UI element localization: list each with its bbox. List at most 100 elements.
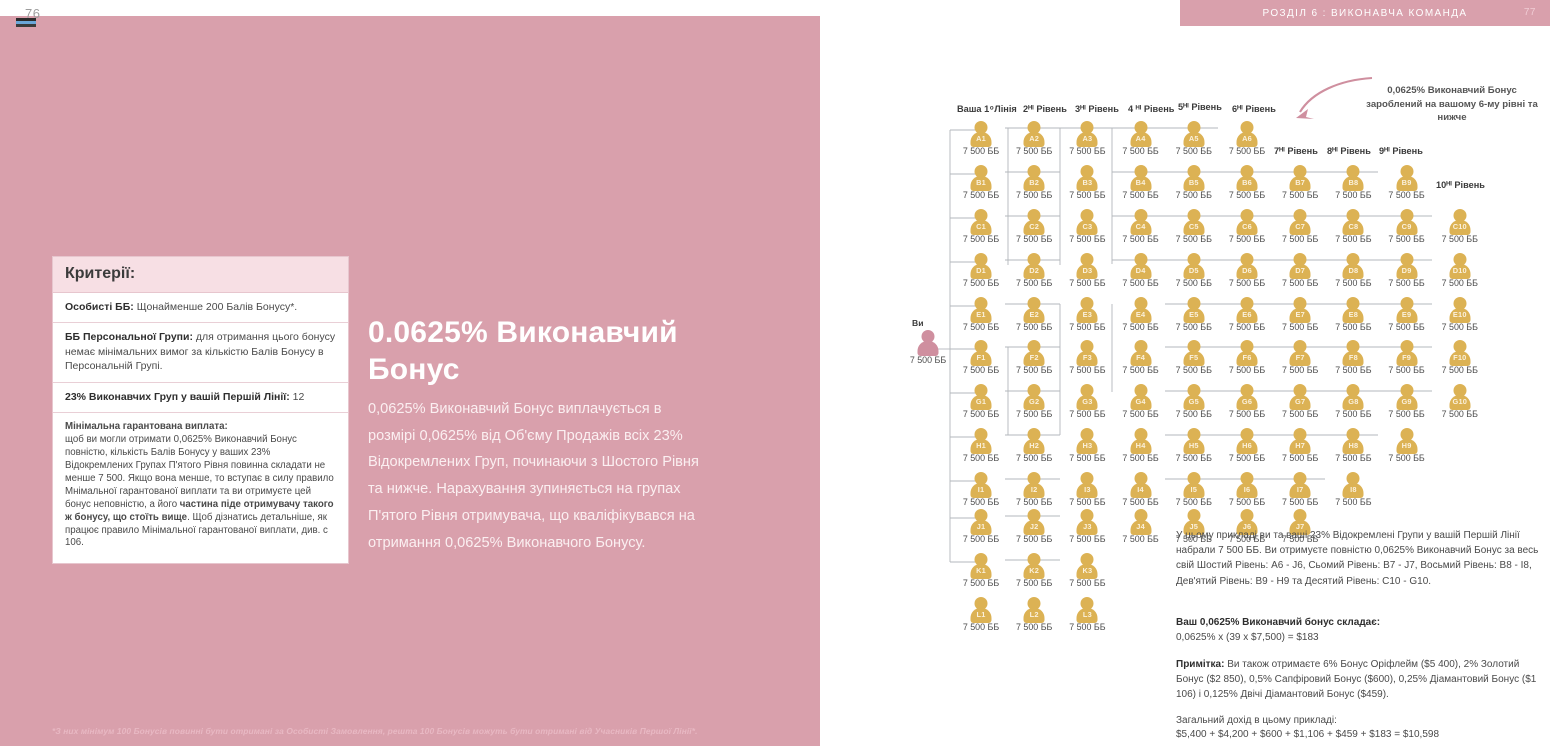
node-C3[interactable]: C3 7 500 ББ bbox=[1059, 209, 1115, 244]
node-H3[interactable]: H3 7 500 ББ bbox=[1059, 428, 1115, 463]
node-C5[interactable]: C5 7 500 ББ bbox=[1166, 209, 1222, 244]
node-C4[interactable]: C4 7 500 ББ bbox=[1113, 209, 1169, 244]
node-I7[interactable]: I7 7 500 ББ bbox=[1272, 472, 1328, 507]
node-D9[interactable]: D9 7 500 ББ bbox=[1379, 253, 1435, 288]
node-G3[interactable]: G3 7 500 ББ bbox=[1059, 384, 1115, 419]
node-C9[interactable]: C9 7 500 ББ bbox=[1379, 209, 1435, 244]
node-H5[interactable]: H5 7 500 ББ bbox=[1166, 428, 1222, 463]
node-F1[interactable]: F1 7 500 ББ bbox=[953, 340, 1009, 375]
node-G2[interactable]: G2 7 500 ББ bbox=[1006, 384, 1062, 419]
node-B8[interactable]: B8 7 500 ББ bbox=[1325, 165, 1381, 200]
node-B2[interactable]: B2 7 500 ББ bbox=[1006, 165, 1062, 200]
node-E7[interactable]: E7 7 500 ББ bbox=[1272, 297, 1328, 332]
node-D6[interactable]: D6 7 500 ББ bbox=[1219, 253, 1275, 288]
node-J6[interactable]: J6 7 500 ББ bbox=[1219, 509, 1275, 544]
node-A3[interactable]: A3 7 500 ББ bbox=[1059, 121, 1115, 156]
node-I3[interactable]: I3 7 500 ББ bbox=[1059, 472, 1115, 507]
node-K2[interactable]: K2 7 500 ББ bbox=[1006, 553, 1062, 588]
node-E6[interactable]: E6 7 500 ББ bbox=[1219, 297, 1275, 332]
node-E9[interactable]: E9 7 500 ББ bbox=[1379, 297, 1435, 332]
node-B4[interactable]: B4 7 500 ББ bbox=[1113, 165, 1169, 200]
node-J4[interactable]: J4 7 500 ББ bbox=[1113, 509, 1169, 544]
node-E2[interactable]: E2 7 500 ББ bbox=[1006, 297, 1062, 332]
node-I8[interactable]: I8 7 500 ББ bbox=[1325, 472, 1381, 507]
node-E8[interactable]: E8 7 500 ББ bbox=[1325, 297, 1381, 332]
node-F6[interactable]: F6 7 500 ББ bbox=[1219, 340, 1275, 375]
node-J7[interactable]: J7 7 500 ББ bbox=[1272, 509, 1328, 544]
node-B6[interactable]: B6 7 500 ББ bbox=[1219, 165, 1275, 200]
node-I6[interactable]: I6 7 500 ББ bbox=[1219, 472, 1275, 507]
node-C7[interactable]: C7 7 500 ББ bbox=[1272, 209, 1328, 244]
node-bb-value: 7 500 ББ bbox=[962, 365, 1000, 375]
node-L3[interactable]: L3 7 500 ББ bbox=[1059, 597, 1115, 632]
node-D1[interactable]: D1 7 500 ББ bbox=[953, 253, 1009, 288]
node-J2[interactable]: J2 7 500 ББ bbox=[1006, 509, 1062, 544]
person-icon bbox=[1379, 428, 1435, 454]
node-D10[interactable]: D10 7 500 ББ bbox=[1432, 253, 1488, 288]
node-H9[interactable]: H9 7 500 ББ bbox=[1379, 428, 1435, 463]
node-C6[interactable]: C6 7 500 ББ bbox=[1219, 209, 1275, 244]
node-I4[interactable]: I4 7 500 ББ bbox=[1113, 472, 1169, 507]
node-D5[interactable]: D5 7 500 ББ bbox=[1166, 253, 1222, 288]
node-you[interactable]: 7 500 ББ bbox=[900, 330, 956, 365]
node-H8[interactable]: H8 7 500 ББ bbox=[1325, 428, 1381, 463]
node-F2[interactable]: F2 7 500 ББ bbox=[1006, 340, 1062, 375]
node-H6[interactable]: H6 7 500 ББ bbox=[1219, 428, 1275, 463]
node-bb-value: 7 500 ББ bbox=[1441, 234, 1478, 244]
node-F5[interactable]: F5 7 500 ББ bbox=[1166, 340, 1222, 375]
node-A6[interactable]: A6 7 500 ББ bbox=[1219, 121, 1275, 156]
node-D3[interactable]: D3 7 500 ББ bbox=[1059, 253, 1115, 288]
node-H4[interactable]: H4 7 500 ББ bbox=[1113, 428, 1169, 463]
node-F9[interactable]: F9 7 500 ББ bbox=[1379, 340, 1435, 375]
node-G9[interactable]: G9 7 500 ББ bbox=[1379, 384, 1435, 419]
node-F7[interactable]: F7 7 500 ББ bbox=[1272, 340, 1328, 375]
node-F10[interactable]: F10 7 500 ББ bbox=[1432, 340, 1488, 375]
node-B3[interactable]: B3 7 500 ББ bbox=[1059, 165, 1115, 200]
node-J1[interactable]: J1 7 500 ББ bbox=[953, 509, 1009, 544]
node-I1[interactable]: I1 7 500 ББ bbox=[953, 472, 1009, 507]
node-F4[interactable]: F4 7 500 ББ bbox=[1113, 340, 1169, 375]
person-icon bbox=[1272, 509, 1328, 535]
node-H7[interactable]: H7 7 500 ББ bbox=[1272, 428, 1328, 463]
node-J5[interactable]: J5 7 500 ББ bbox=[1166, 509, 1222, 544]
node-B7[interactable]: B7 7 500 ББ bbox=[1272, 165, 1328, 200]
node-B1[interactable]: B1 7 500 ББ bbox=[953, 165, 1009, 200]
node-E5[interactable]: E5 7 500 ББ bbox=[1166, 297, 1222, 332]
node-D4[interactable]: D4 7 500 ББ bbox=[1113, 253, 1169, 288]
node-C8[interactable]: C8 7 500 ББ bbox=[1325, 209, 1381, 244]
node-C2[interactable]: C2 7 500 ББ bbox=[1006, 209, 1062, 244]
node-B9[interactable]: B9 7 500 ББ bbox=[1379, 165, 1435, 200]
node-A1[interactable]: A1 7 500 ББ bbox=[953, 121, 1009, 156]
node-G5[interactable]: G5 7 500 ББ bbox=[1166, 384, 1222, 419]
node-I5[interactable]: I5 7 500 ББ bbox=[1166, 472, 1222, 507]
node-H2[interactable]: H2 7 500 ББ bbox=[1006, 428, 1062, 463]
node-L2[interactable]: L2 7 500 ББ bbox=[1006, 597, 1062, 632]
node-H1[interactable]: H1 7 500 ББ bbox=[953, 428, 1009, 463]
node-D2[interactable]: D2 7 500 ББ bbox=[1006, 253, 1062, 288]
node-E1[interactable]: E1 7 500 ББ bbox=[953, 297, 1009, 332]
node-F8[interactable]: F8 7 500 ББ bbox=[1325, 340, 1381, 375]
node-G10[interactable]: G10 7 500 ББ bbox=[1432, 384, 1488, 419]
node-G4[interactable]: G4 7 500 ББ bbox=[1113, 384, 1169, 419]
node-E4[interactable]: E4 7 500 ББ bbox=[1113, 297, 1169, 332]
node-A4[interactable]: A4 7 500 ББ bbox=[1113, 121, 1169, 156]
node-G1[interactable]: G1 7 500 ББ bbox=[953, 384, 1009, 419]
node-G7[interactable]: G7 7 500 ББ bbox=[1272, 384, 1328, 419]
node-E10[interactable]: E10 7 500 ББ bbox=[1432, 297, 1488, 332]
node-I2[interactable]: I2 7 500 ББ bbox=[1006, 472, 1062, 507]
node-K3[interactable]: K3 7 500 ББ bbox=[1059, 553, 1115, 588]
node-B5[interactable]: B5 7 500 ББ bbox=[1166, 165, 1222, 200]
node-A2[interactable]: A2 7 500 ББ bbox=[1006, 121, 1062, 156]
node-L1[interactable]: L1 7 500 ББ bbox=[953, 597, 1009, 632]
node-C1[interactable]: C1 7 500 ББ bbox=[953, 209, 1009, 244]
node-K1[interactable]: K1 7 500 ББ bbox=[953, 553, 1009, 588]
node-C10[interactable]: C10 7 500 ББ bbox=[1432, 209, 1488, 244]
node-E3[interactable]: E3 7 500 ББ bbox=[1059, 297, 1115, 332]
node-G8[interactable]: G8 7 500 ББ bbox=[1325, 384, 1381, 419]
node-D8[interactable]: D8 7 500 ББ bbox=[1325, 253, 1381, 288]
node-F3[interactable]: F3 7 500 ББ bbox=[1059, 340, 1115, 375]
node-A5[interactable]: A5 7 500 ББ bbox=[1166, 121, 1222, 156]
node-D7[interactable]: D7 7 500 ББ bbox=[1272, 253, 1328, 288]
node-G6[interactable]: G6 7 500 ББ bbox=[1219, 384, 1275, 419]
node-J3[interactable]: J3 7 500 ББ bbox=[1059, 509, 1115, 544]
